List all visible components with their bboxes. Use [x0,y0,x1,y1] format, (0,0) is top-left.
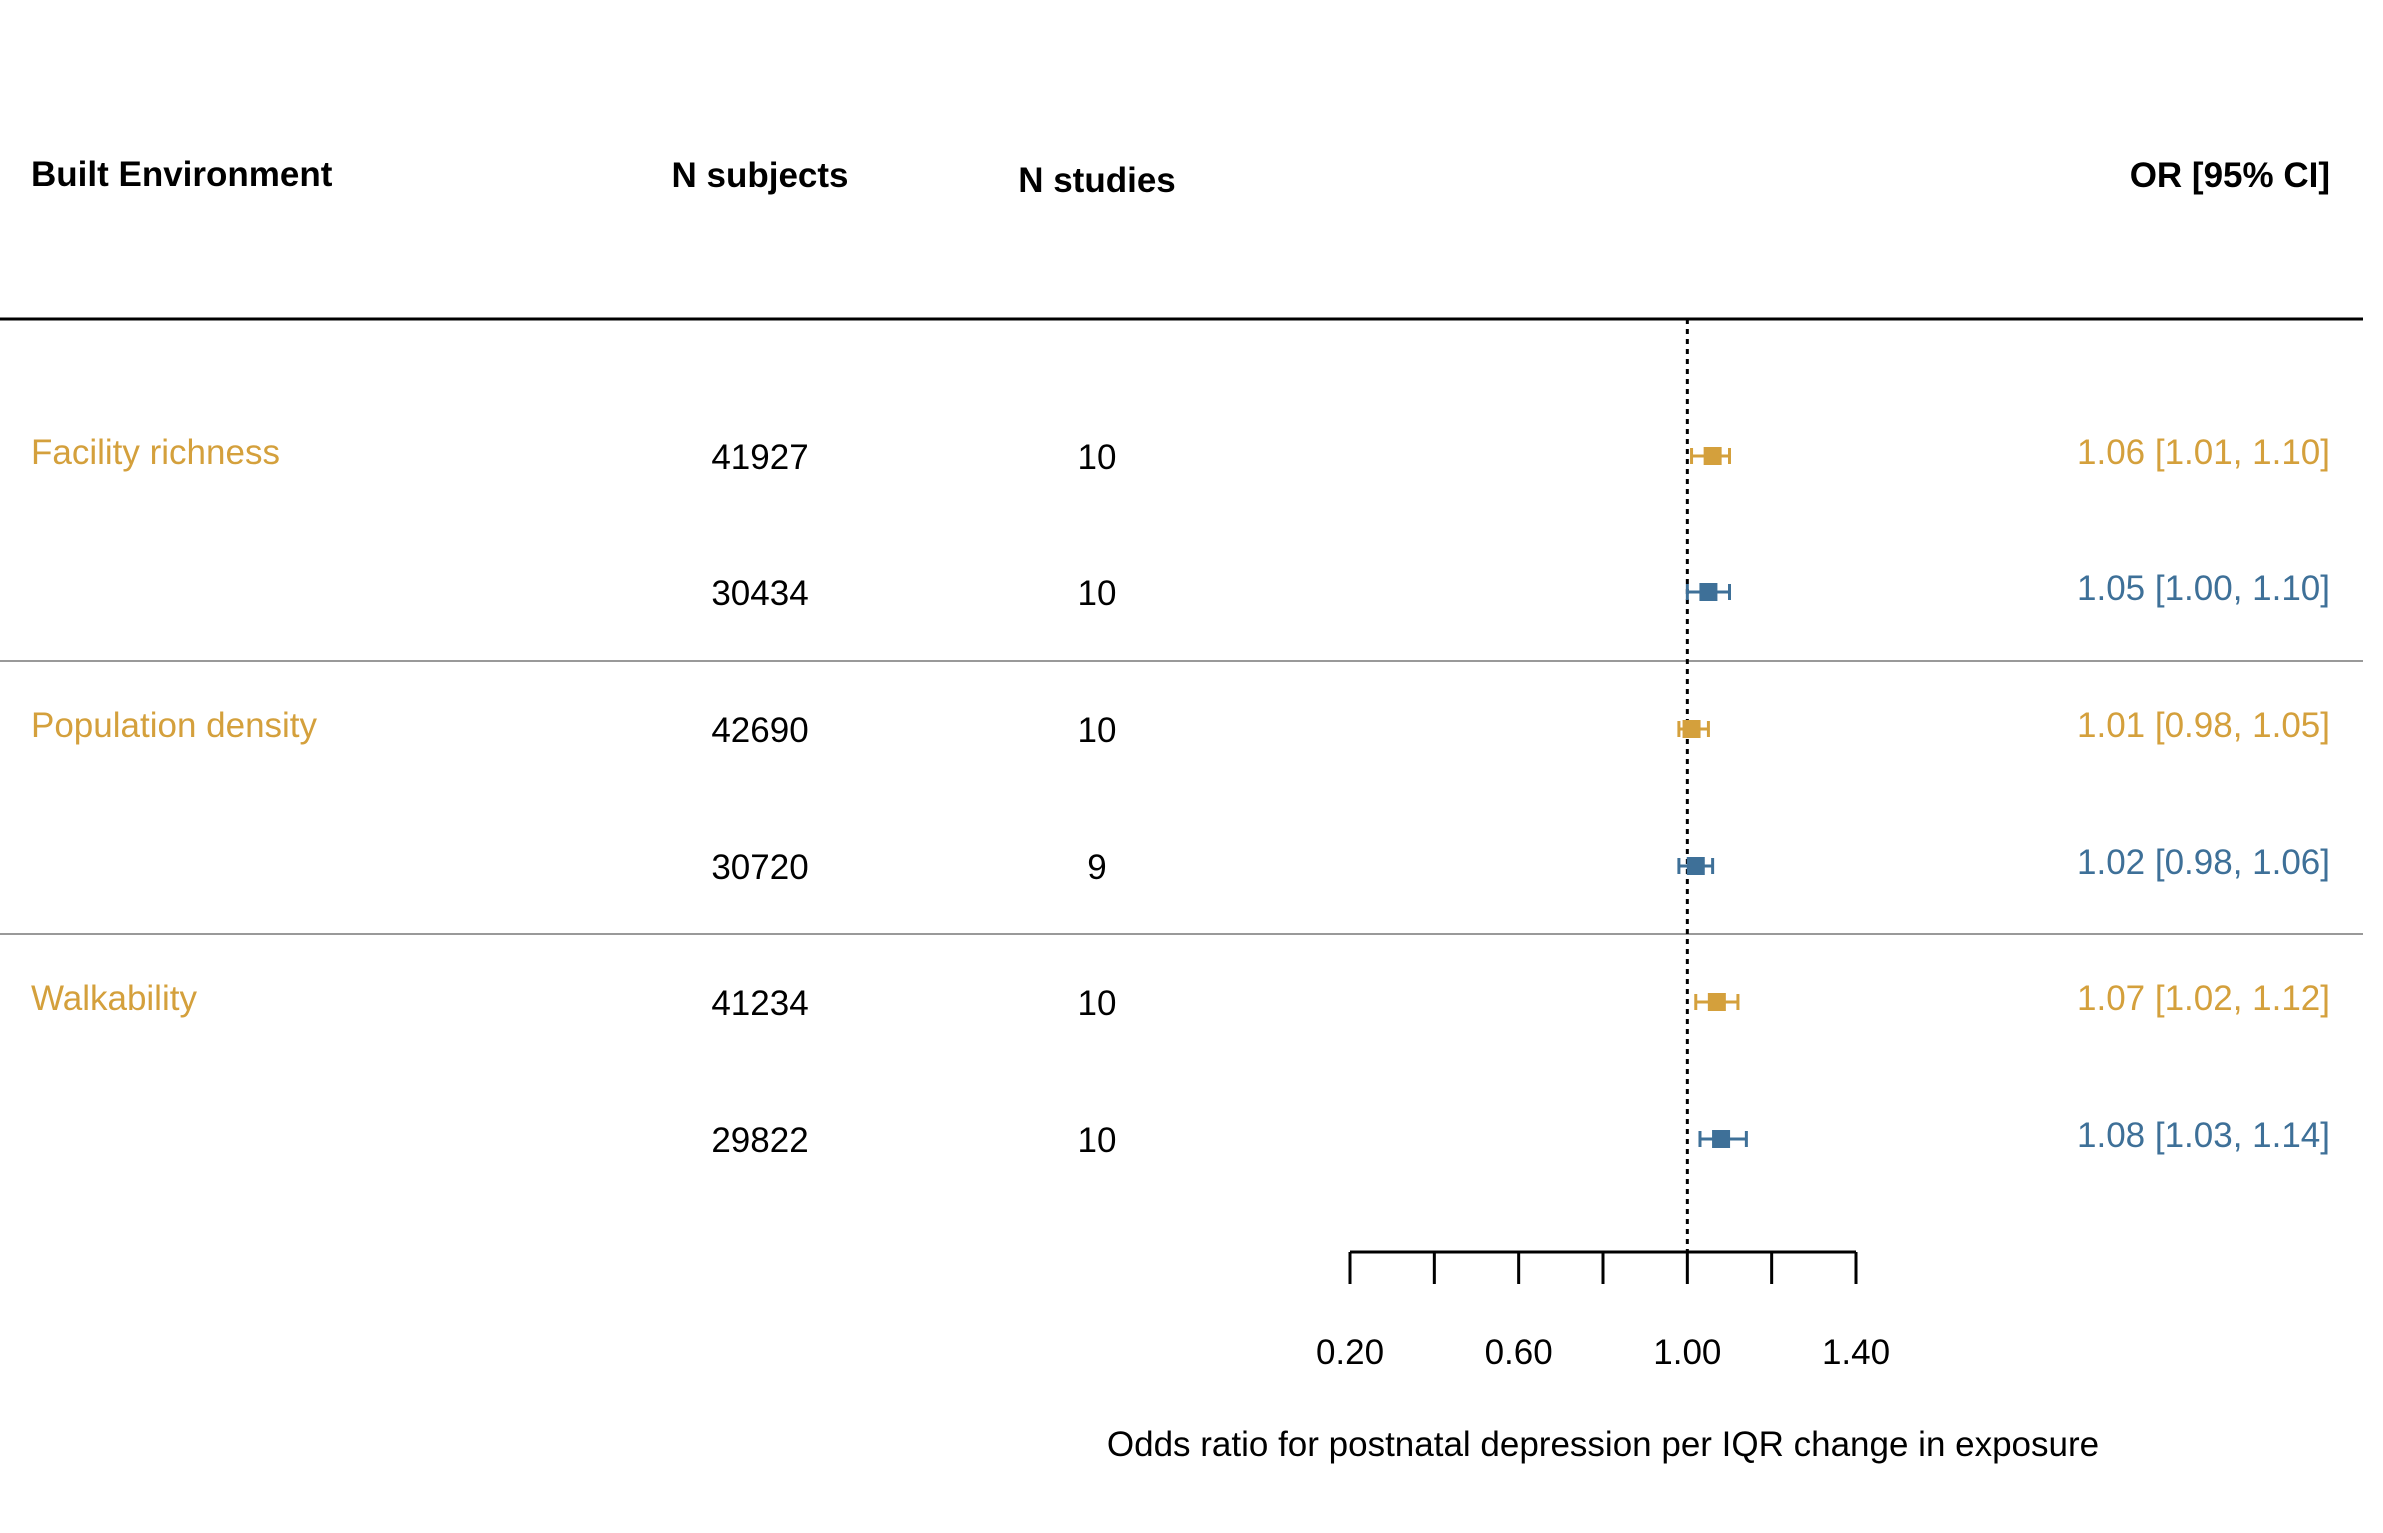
n-subjects-cell: 30434 [711,574,808,613]
header-exposure: Built Environment [31,155,333,194]
x-axis-label: Odds ratio for postnatal depression per … [1107,1425,2099,1464]
x-tick-label: 0.60 [1485,1333,1553,1372]
n-studies-cell: 10 [1078,984,1117,1023]
header-n-studies: N studies [1018,161,1176,200]
or-ci-text: 1.05 [1.00, 1.10] [2077,569,2330,608]
point-estimate [1682,720,1701,738]
point-estimate [1712,1130,1731,1148]
or-ci-text: 1.08 [1.03, 1.14] [2077,1116,2330,1155]
n-subjects-cell: 42690 [711,711,808,750]
n-studies-cell: 10 [1078,438,1117,477]
point-estimate [1703,447,1722,465]
group-label-population-density: Population density [31,706,318,745]
x-axis: 0.20 0.60 1.00 1.40 [1316,1250,1890,1372]
group-label-walkability: Walkability [31,979,197,1018]
estimate-marks-layer [1677,447,1748,1148]
or-ci-text: 1.06 [1.01, 1.10] [2077,433,2330,472]
header-n-subjects: N subjects [672,156,849,195]
n-subjects-cell: 41927 [711,438,808,477]
point-estimate [1707,993,1726,1011]
or-ci-text: 1.01 [0.98, 1.05] [2077,706,2330,745]
header-or: OR [95% CI] [2130,156,2330,195]
n-subjects-cell: 41234 [711,984,808,1023]
n-studies-cell: 10 [1078,1121,1117,1160]
n-studies-cell: 10 [1078,574,1117,613]
n-subjects-cell: 29822 [711,1121,808,1160]
or-ci-text: 1.07 [1.02, 1.12] [2077,979,2330,1018]
x-tick-label: 1.40 [1822,1333,1890,1372]
point-estimate [1686,857,1705,875]
x-tick-label: 0.20 [1316,1333,1384,1372]
group-label-facility-richness: Facility richness [31,433,280,472]
n-subjects-cell: 30720 [711,848,808,887]
n-studies-cell: 10 [1078,711,1117,750]
point-estimate [1699,583,1718,601]
x-tick-label: 1.00 [1653,1333,1721,1372]
n-studies-cell: 9 [1087,848,1106,887]
or-ci-text: 1.02 [0.98, 1.06] [2077,843,2330,882]
